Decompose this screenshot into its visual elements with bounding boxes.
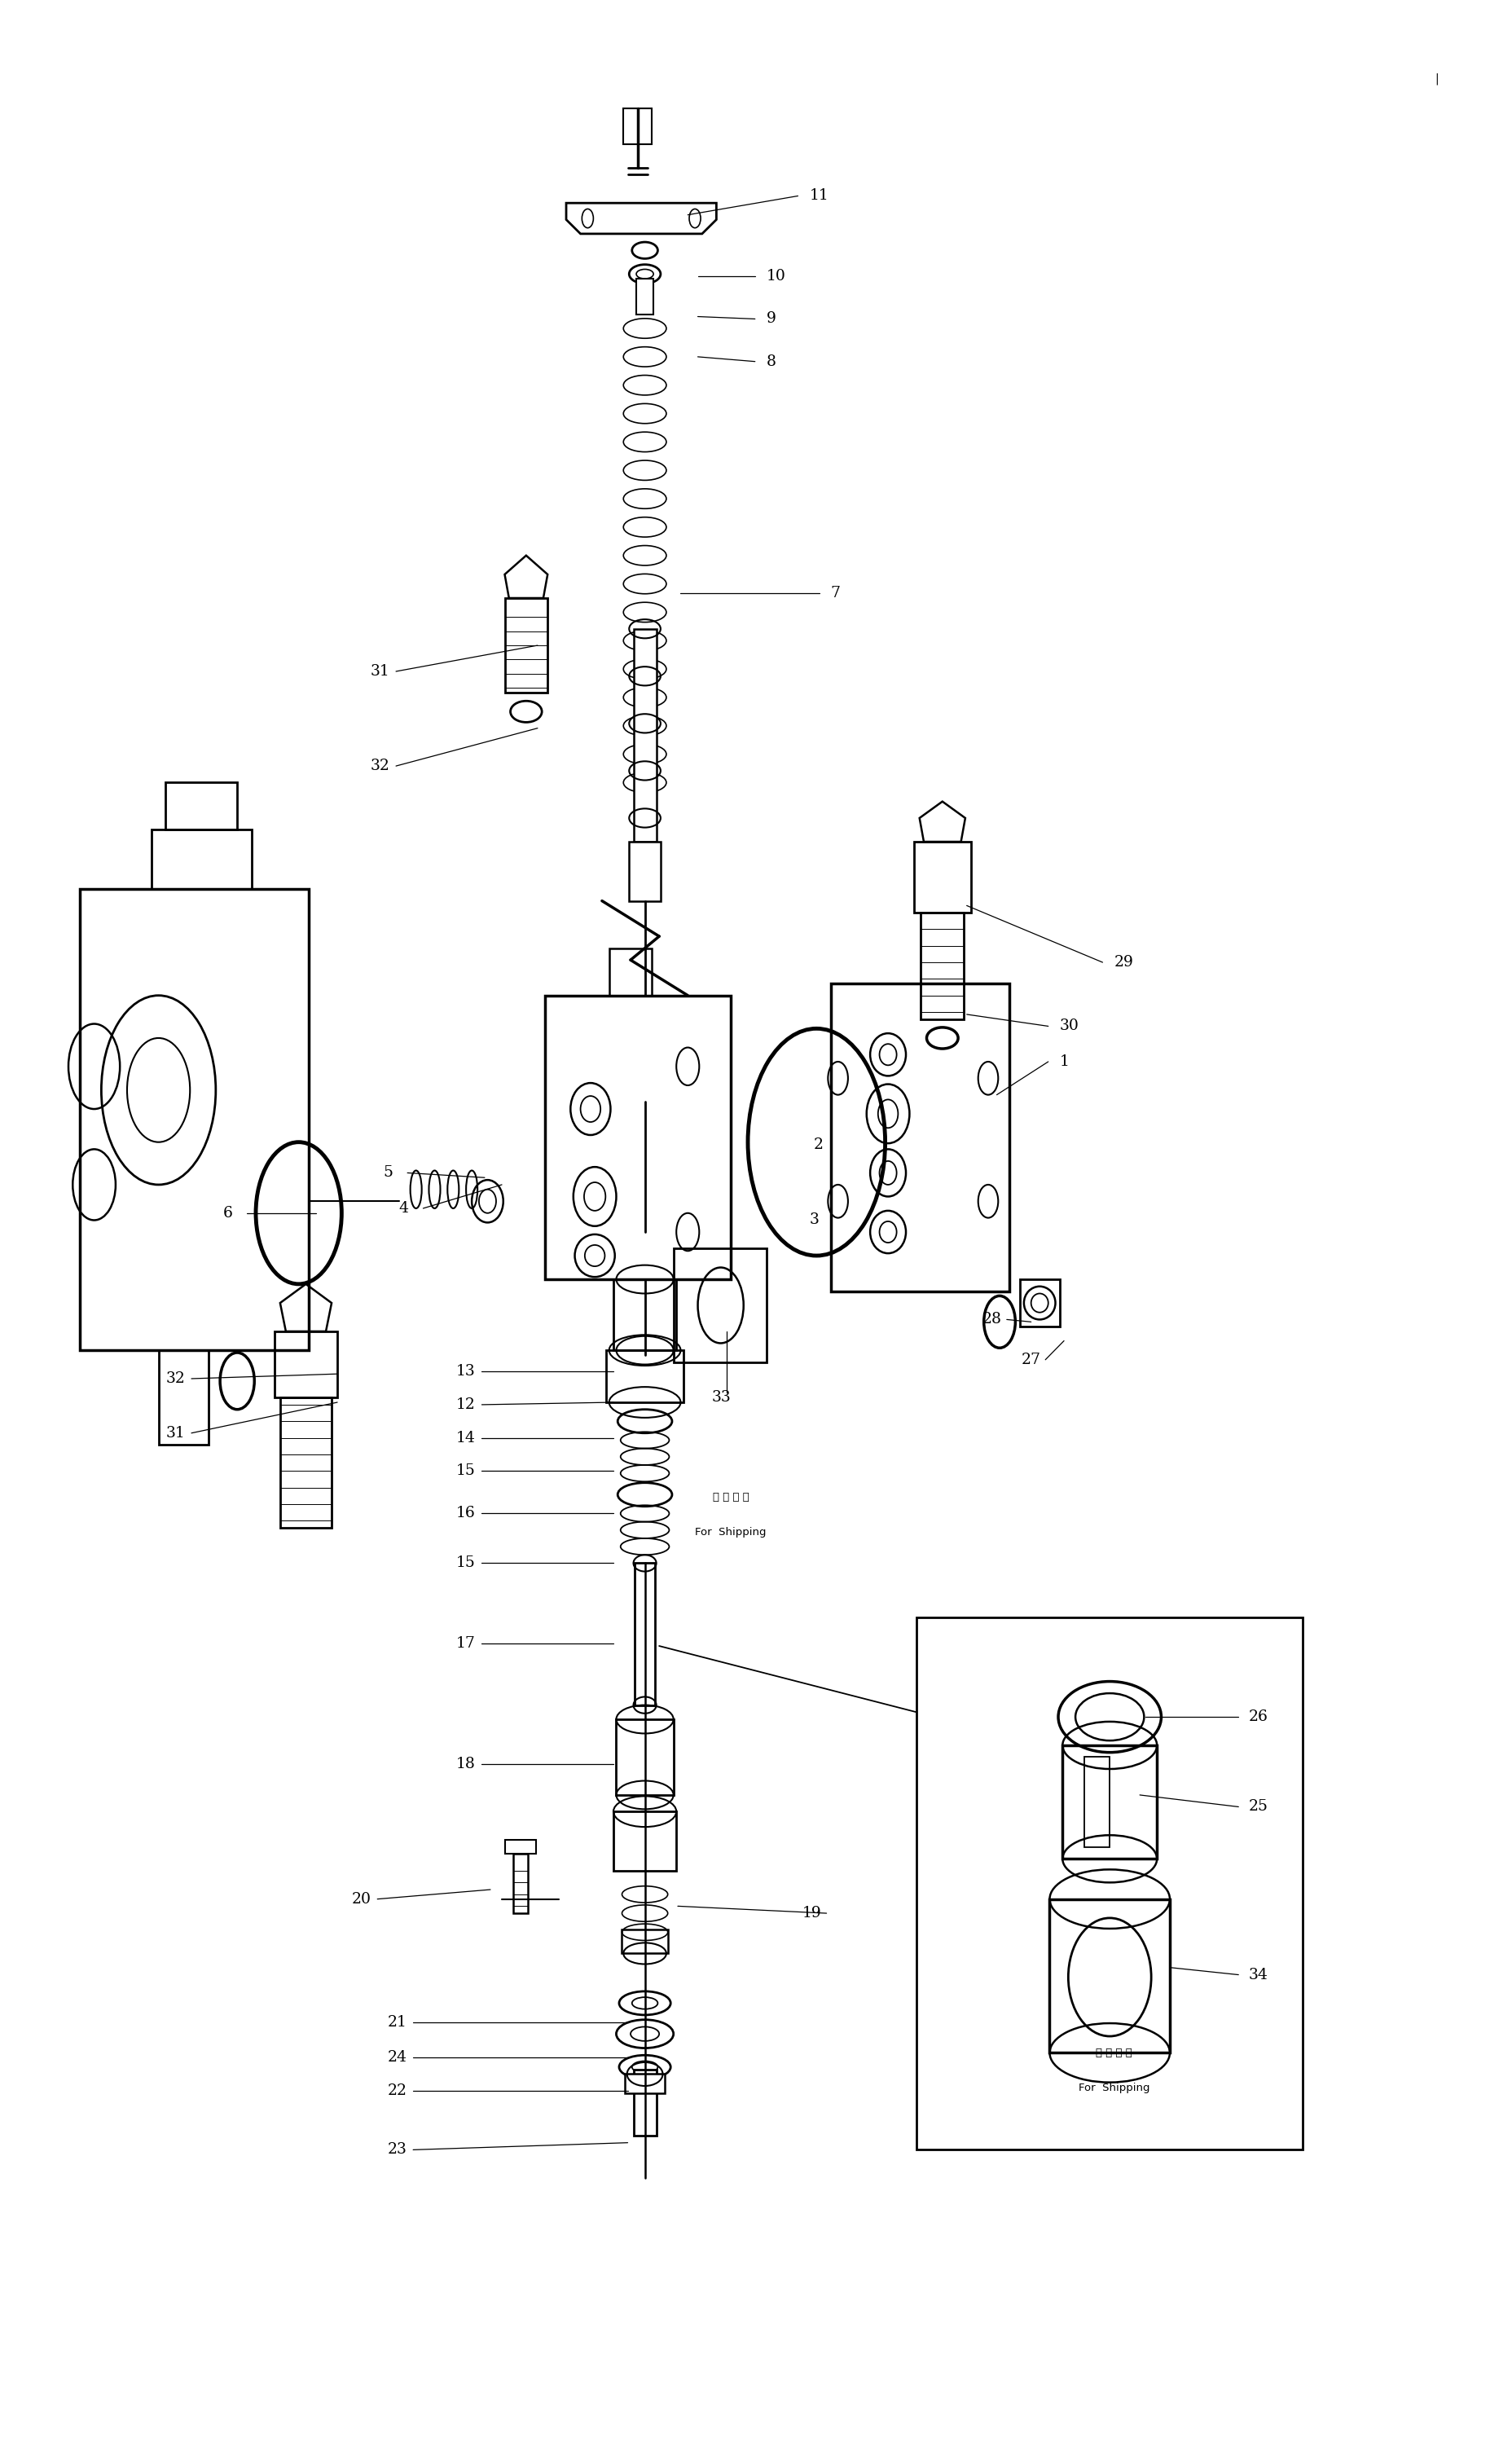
Bar xyxy=(80,890,308,1350)
Text: 選 輸 部 品: 選 輸 部 品 xyxy=(1095,2048,1132,2057)
Bar xyxy=(152,830,252,890)
Text: 31: 31 xyxy=(165,1427,185,1441)
Bar xyxy=(505,599,548,692)
Text: 19: 19 xyxy=(802,1907,821,1919)
Text: 28: 28 xyxy=(982,1313,1001,1326)
Text: 23: 23 xyxy=(387,2144,407,2156)
Text: 10: 10 xyxy=(766,269,785,283)
Text: 選 輸 部 品: 選 輸 部 品 xyxy=(712,1491,749,1503)
Bar xyxy=(606,1350,684,1402)
Text: 33: 33 xyxy=(712,1390,732,1404)
Text: 1: 1 xyxy=(1059,1055,1070,1069)
Bar xyxy=(274,1331,337,1397)
Text: 18: 18 xyxy=(456,1757,475,1772)
Text: 8: 8 xyxy=(766,355,776,370)
Bar xyxy=(916,1616,1302,2149)
Text: 26: 26 xyxy=(1249,1710,1268,1725)
Bar xyxy=(624,2075,665,2092)
Bar xyxy=(614,1279,676,1350)
Text: 12: 12 xyxy=(456,1397,475,1412)
Bar xyxy=(1019,1279,1059,1326)
Bar xyxy=(913,843,971,912)
Text: 32: 32 xyxy=(165,1372,185,1385)
Text: 21: 21 xyxy=(387,2016,407,2030)
Bar xyxy=(545,995,730,1279)
Text: 15: 15 xyxy=(456,1464,475,1478)
Text: 30: 30 xyxy=(1059,1020,1079,1032)
Text: 14: 14 xyxy=(456,1432,475,1444)
Bar xyxy=(623,108,653,143)
Text: 4: 4 xyxy=(399,1200,408,1215)
Bar xyxy=(921,912,964,1020)
Text: 9: 9 xyxy=(766,310,776,325)
Text: 32: 32 xyxy=(370,759,390,774)
Text: 25: 25 xyxy=(1249,1799,1268,1814)
Bar xyxy=(609,949,653,995)
Text: 17: 17 xyxy=(456,1636,475,1651)
Text: 7: 7 xyxy=(831,586,840,601)
Text: 2: 2 xyxy=(814,1138,824,1151)
Bar xyxy=(621,1929,668,1954)
Text: 34: 34 xyxy=(1249,1966,1268,1981)
Bar xyxy=(673,1249,766,1363)
Bar xyxy=(629,843,660,902)
Bar xyxy=(831,983,1010,1291)
Text: 22: 22 xyxy=(387,2085,407,2097)
Text: 3: 3 xyxy=(809,1212,820,1227)
Text: 11: 11 xyxy=(809,190,828,202)
Bar xyxy=(280,1397,332,1528)
Text: 20: 20 xyxy=(352,1892,371,1907)
Text: For  Shipping: For Shipping xyxy=(694,1528,766,1538)
Bar xyxy=(635,1562,656,1705)
Bar xyxy=(1062,1745,1156,1858)
Text: 5: 5 xyxy=(383,1165,393,1180)
Text: 13: 13 xyxy=(456,1365,475,1380)
Text: 27: 27 xyxy=(1021,1353,1040,1368)
Text: 24: 24 xyxy=(387,2050,407,2065)
Text: 16: 16 xyxy=(456,1506,475,1520)
Bar xyxy=(1049,1900,1170,2053)
Bar xyxy=(513,1853,527,1912)
Bar xyxy=(614,1811,676,1870)
Text: 31: 31 xyxy=(370,665,389,678)
Bar xyxy=(633,628,656,843)
Bar xyxy=(505,1841,536,1853)
Text: |: | xyxy=(1435,74,1439,84)
Bar xyxy=(636,278,654,315)
Bar xyxy=(633,2070,656,2136)
Text: 15: 15 xyxy=(456,1555,475,1570)
Text: For  Shipping: For Shipping xyxy=(1079,2082,1150,2094)
Bar xyxy=(1085,1757,1110,1848)
Bar xyxy=(158,1350,209,1444)
Text: 29: 29 xyxy=(1115,956,1134,971)
Bar xyxy=(165,784,237,830)
Bar xyxy=(617,1720,673,1794)
Text: 6: 6 xyxy=(223,1205,232,1220)
